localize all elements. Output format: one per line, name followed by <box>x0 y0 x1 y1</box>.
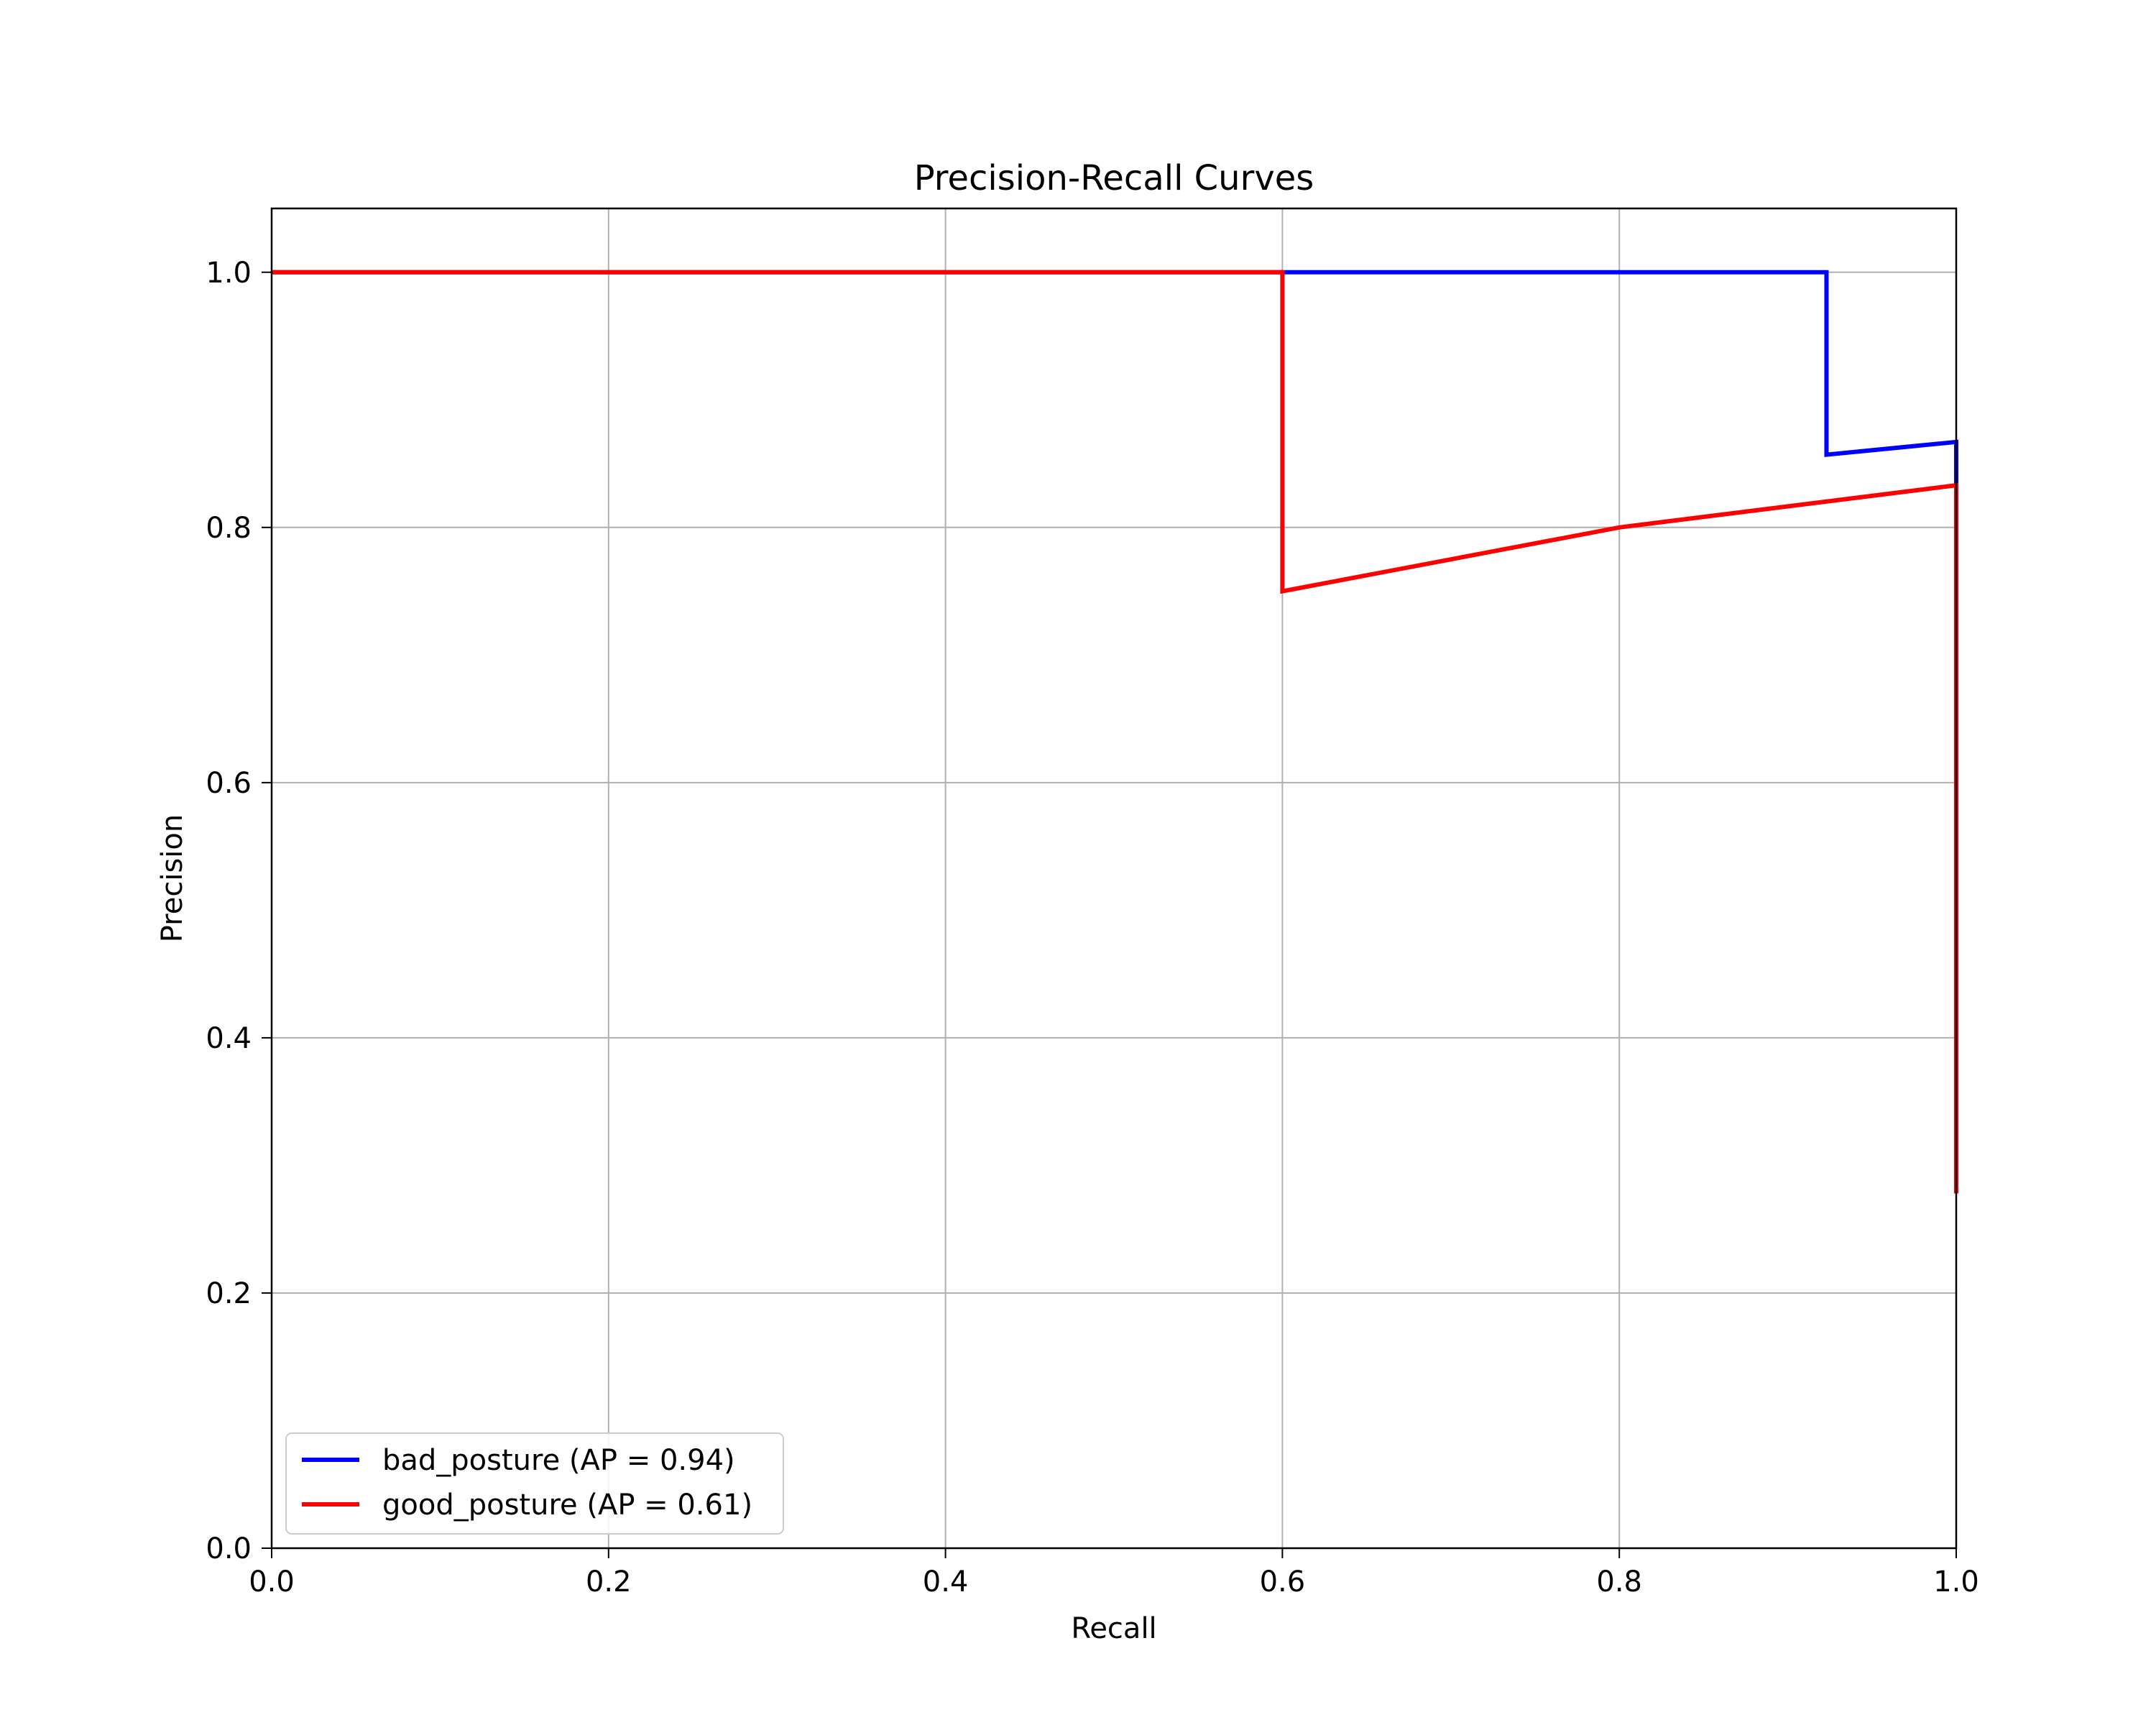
y-tick-label: 0.2 <box>206 1277 252 1310</box>
legend-box <box>285 1432 784 1535</box>
x-tick-label: 0.0 <box>249 1565 295 1598</box>
chart-title: Precision-Recall Curves <box>914 158 1314 198</box>
x-tick-label: 0.6 <box>1260 1565 1306 1598</box>
legend-label-1: good_posture (AP = 0.61) <box>382 1489 752 1522</box>
axis-ticks: 0.0 0.2 0.4 0.6 0.8 1.0 0.0 0.2 0.4 0.6 0.8 1.0 <box>206 257 1978 1598</box>
x-axis-title: Recall <box>1071 1612 1156 1645</box>
x-tick-label: 0.4 <box>923 1565 969 1598</box>
y-tick-label: 1.0 <box>206 257 252 290</box>
plot-frame <box>270 207 1958 1550</box>
y-tick-label: 0.6 <box>206 767 252 800</box>
grid <box>271 208 1957 1549</box>
y-axis-title: Precision <box>156 814 189 942</box>
x-tick-label: 0.8 <box>1596 1565 1642 1598</box>
y-tick-label: 0.0 <box>206 1532 252 1565</box>
legend: bad_posture (AP = 0.94) good_posture (AP … <box>285 1432 784 1535</box>
x-tick-label: 1.0 <box>1933 1565 1979 1598</box>
y-tick-label: 0.4 <box>206 1022 252 1055</box>
y-tick-label: 0.8 <box>206 512 252 545</box>
legend-label-0: bad_posture (AP = 0.94) <box>382 1444 735 1477</box>
x-tick-label: 0.2 <box>586 1565 632 1598</box>
